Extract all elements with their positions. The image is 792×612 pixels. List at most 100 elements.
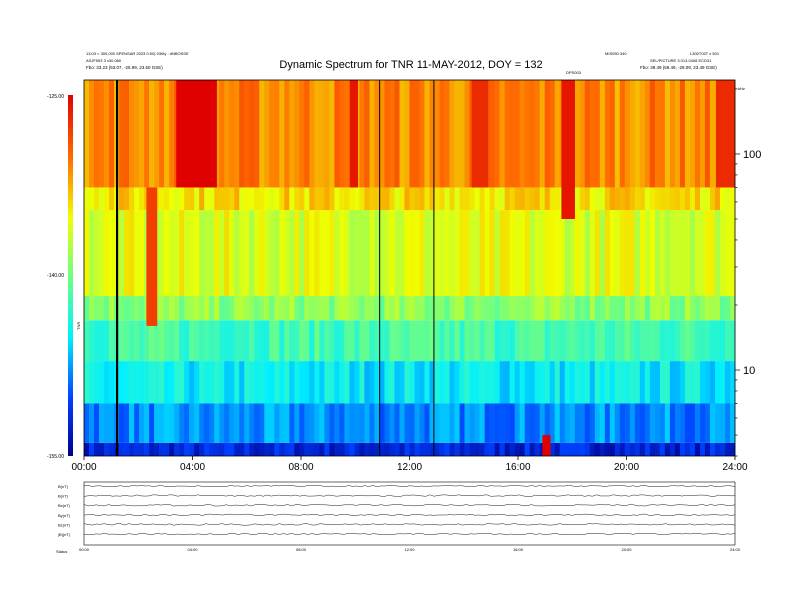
spectrogram-cell: [284, 296, 290, 321]
spectrogram-cell: [99, 320, 105, 362]
spectrogram-cell: [219, 187, 225, 211]
spectrogram-cell: [444, 320, 450, 362]
spectrogram-cell: [214, 403, 220, 443]
spectrogram-cell: [519, 361, 525, 404]
spectrogram-cell: [704, 296, 711, 321]
spectrogram-cell: [234, 361, 240, 404]
spectrogram-cell: [679, 210, 686, 297]
spectrogram-cell: [709, 187, 716, 211]
spectrogram-cell: [614, 210, 621, 297]
spectrogram-cell: [654, 403, 661, 443]
spectrogram-cell: [99, 403, 105, 443]
spectrogram-cell: [629, 442, 636, 456]
spectrogram-cell: [599, 442, 606, 456]
spectrogram-cell: [274, 320, 280, 362]
spectrogram-cell: [204, 187, 210, 211]
spectrogram-cell: [404, 187, 410, 211]
spectrogram-cell: [634, 442, 641, 456]
spectrogram-cell: [199, 187, 205, 211]
spectrogram-cell: [139, 320, 145, 362]
spectrogram-cell: [209, 320, 215, 362]
footer-row-label: B(nT): [58, 494, 69, 499]
spectrogram-cell: [509, 320, 515, 362]
spectrogram-cell: [244, 210, 250, 297]
spectrogram-cell: [574, 320, 581, 362]
spectrogram-cell: [654, 320, 661, 362]
spectrogram-cell: [319, 296, 325, 321]
spectrogram-cell: [679, 296, 686, 321]
spectrogram-cell: [659, 210, 666, 297]
spectrogram-cell: [159, 187, 165, 211]
spectrogram-cell: [144, 442, 150, 456]
spectrogram-cell: [174, 320, 180, 362]
spectrogram-cell: [444, 296, 450, 321]
spectrogram-cell: [664, 210, 671, 297]
spectrogram-cell: [579, 80, 586, 188]
spectrogram-cell: [614, 361, 621, 404]
spectrogram-cell: [394, 296, 400, 321]
spectrogram-cell: [414, 361, 420, 404]
spectrogram-cell: [129, 320, 135, 362]
spectrogram-cell: [174, 296, 180, 321]
spectrogram-cell: [669, 296, 676, 321]
spectrogram-cell: [299, 442, 305, 456]
spectrogram-cell: [439, 187, 445, 211]
spectrogram-cell: [459, 187, 465, 211]
spectrogram-cell: [404, 442, 410, 456]
spectrogram-cell: [134, 80, 140, 188]
spectrogram-cell: [339, 361, 345, 404]
spectrogram-cell: [719, 403, 726, 443]
spectrogram-cell: [259, 187, 265, 211]
spectrogram-cell: [364, 320, 370, 362]
spectrogram-cell: [94, 210, 100, 297]
spectrogram-cell: [329, 296, 335, 321]
spectrogram-cell: [179, 403, 185, 443]
spectrogram-cell: [639, 296, 646, 321]
spectrogram-cell: [474, 403, 480, 443]
spectrogram-cell: [329, 361, 335, 404]
spectrogram-cell: [164, 361, 170, 404]
footer-row-label: B(nT): [58, 484, 69, 489]
spectrogram-cell: [569, 296, 576, 321]
spectrogram-cell: [669, 210, 676, 297]
spectrogram-cell: [344, 361, 350, 404]
spectrogram-event: [349, 80, 358, 188]
spectrogram-cell: [644, 210, 651, 297]
spectrogram-cell: [184, 320, 190, 362]
spectrogram-cell: [439, 361, 445, 404]
spectrogram-cell: [459, 210, 465, 297]
spectrogram-cell: [384, 361, 390, 404]
spectrogram-cell: [539, 210, 546, 297]
spectrogram-cell: [109, 442, 115, 456]
spectrogram-cell: [639, 403, 646, 443]
spectrogram-cell: [104, 442, 110, 456]
spectrogram-cell: [519, 320, 525, 362]
spectrogram-cell: [229, 210, 235, 297]
spectrogram-cell: [534, 80, 540, 188]
spectrogram-cell: [604, 187, 611, 211]
spectrogram-cell: [714, 403, 721, 443]
spectrogram-cell: [194, 210, 200, 297]
spectrogram-cell: [389, 361, 395, 404]
spectrogram-cell: [494, 296, 500, 321]
spectrogram-cell: [559, 296, 566, 321]
spectrogram-cell: [679, 403, 686, 443]
spectrogram-cell: [634, 210, 641, 297]
spectrogram-cell: [689, 361, 696, 404]
spectrogram-cell: [314, 403, 320, 443]
x-tick-label: 12:00: [397, 462, 422, 473]
spectrogram-cell: [454, 320, 460, 362]
spectrogram-cell: [84, 442, 90, 456]
spectrogram-cell: [644, 187, 651, 211]
spectrogram-cell: [694, 361, 701, 404]
spectrogram-cell: [204, 361, 210, 404]
spectrogram-cell: [194, 320, 200, 362]
spectrogram-cell: [679, 80, 686, 188]
spectrogram-cell: [99, 187, 105, 211]
spectrogram-cell: [99, 80, 105, 188]
spectrogram-cell: [609, 403, 616, 443]
spectrogram-cell: [354, 442, 360, 456]
spectrogram-cell: [654, 361, 661, 404]
spectrogram-cell: [409, 442, 415, 456]
spectrogram-cell: [364, 210, 370, 297]
